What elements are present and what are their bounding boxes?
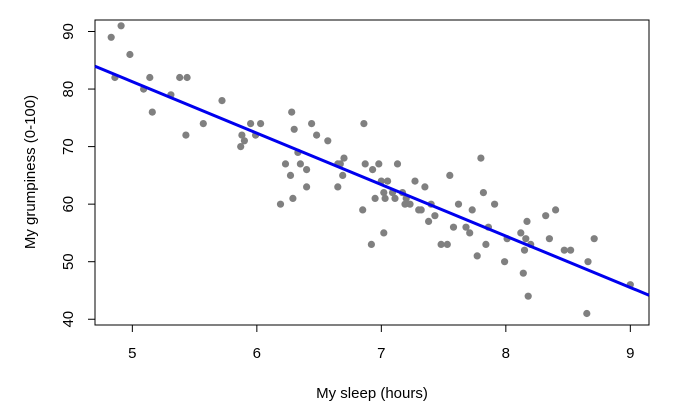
data-point	[281, 160, 290, 168]
data-point	[520, 246, 529, 254]
data-point	[583, 309, 591, 318]
data-point	[406, 200, 414, 208]
data-point	[517, 229, 525, 237]
data-point	[411, 177, 419, 185]
points-layer	[107, 22, 634, 318]
x-tick-label: 9	[626, 345, 634, 362]
data-point	[339, 171, 347, 179]
x-tick-label: 6	[253, 345, 261, 362]
data-point	[466, 229, 474, 237]
data-point	[391, 194, 399, 202]
data-point	[183, 73, 191, 82]
data-point	[303, 166, 311, 174]
data-point	[286, 171, 295, 179]
data-point	[552, 206, 560, 214]
data-point	[257, 120, 265, 128]
x-tick-label: 8	[502, 345, 510, 362]
y-tick-label: 90	[60, 23, 77, 40]
data-point	[361, 160, 369, 168]
data-point	[449, 223, 458, 231]
data-point	[381, 194, 389, 202]
data-point	[431, 212, 439, 220]
data-point	[371, 194, 379, 202]
data-point	[276, 200, 285, 208]
data-point	[182, 131, 190, 139]
data-point	[522, 235, 530, 243]
data-point	[479, 189, 487, 197]
plot-frame	[94, 19, 650, 326]
data-point	[567, 246, 575, 254]
data-point	[375, 160, 383, 168]
y-axis-label: My grumpiness (0-100)	[22, 95, 39, 249]
y-tick-label: 50	[60, 253, 77, 270]
y-tick-label: 40	[60, 311, 77, 328]
data-point	[584, 258, 592, 266]
data-point	[340, 154, 348, 162]
data-point	[437, 240, 445, 248]
data-point	[501, 258, 509, 266]
data-point	[462, 223, 470, 231]
data-point	[117, 22, 125, 30]
data-point	[417, 206, 425, 214]
data-point	[313, 131, 321, 139]
data-point	[393, 160, 402, 168]
regression-line-layer	[94, 64, 650, 297]
data-point	[288, 108, 296, 116]
data-point	[446, 171, 454, 179]
data-point	[238, 131, 246, 139]
x-tick-label: 7	[377, 345, 385, 362]
data-point	[126, 50, 134, 59]
x-axis-label: My sleep (hours)	[316, 385, 428, 402]
data-point	[360, 120, 368, 128]
data-point	[454, 200, 463, 208]
data-point	[237, 143, 245, 151]
data-point	[384, 177, 392, 185]
data-point	[296, 160, 304, 168]
data-point	[380, 189, 388, 197]
x-tick-label: 5	[128, 345, 136, 362]
data-point	[482, 240, 490, 248]
data-point	[523, 217, 531, 225]
data-point	[473, 252, 481, 260]
y-tick-label: 70	[60, 138, 77, 155]
data-point	[146, 73, 154, 82]
data-point	[290, 125, 298, 133]
data-point	[367, 240, 375, 248]
data-point	[468, 206, 476, 214]
y-axis: 40 50 60 70 80 90	[60, 23, 95, 328]
data-point	[247, 120, 255, 128]
data-point	[401, 200, 409, 208]
data-point	[148, 108, 156, 116]
data-point	[524, 292, 532, 300]
y-tick-label: 80	[60, 81, 77, 98]
data-point	[519, 269, 527, 277]
data-point	[542, 212, 550, 220]
data-point	[176, 73, 184, 82]
data-point	[359, 206, 367, 214]
data-point	[477, 154, 485, 162]
data-point	[324, 137, 332, 145]
data-point	[199, 120, 207, 128]
data-point	[303, 183, 311, 191]
data-point	[240, 137, 248, 145]
data-point	[425, 217, 433, 225]
data-point	[421, 183, 429, 191]
data-point	[107, 33, 115, 41]
data-point	[491, 200, 499, 208]
data-point	[590, 235, 598, 243]
data-point	[289, 194, 297, 202]
data-point	[443, 240, 451, 248]
data-point	[308, 120, 316, 128]
data-point	[380, 229, 388, 237]
data-point	[545, 235, 554, 243]
data-point	[369, 166, 377, 174]
y-tick-label: 60	[60, 196, 77, 213]
data-point	[218, 97, 226, 105]
x-axis: 5 6 7 8 9	[128, 325, 634, 362]
data-point	[334, 183, 342, 191]
data-point	[560, 246, 568, 254]
regression-line	[94, 64, 650, 297]
